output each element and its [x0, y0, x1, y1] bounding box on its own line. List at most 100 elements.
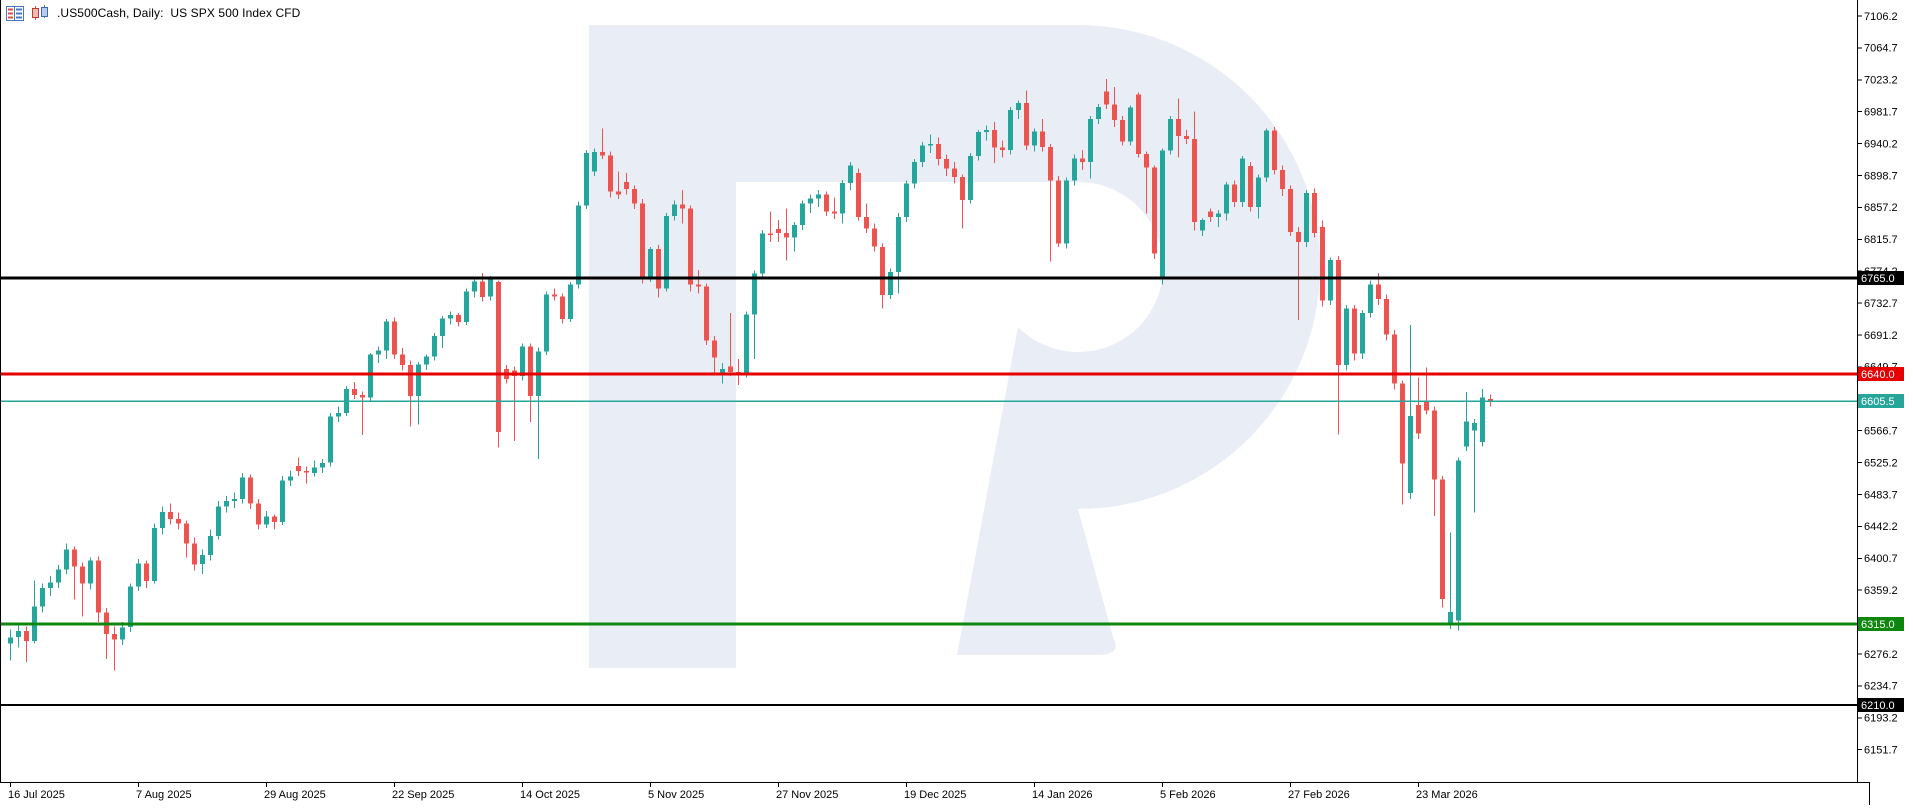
- candle-body: [664, 216, 669, 289]
- time-tick-label: 14 Oct 2025: [520, 789, 580, 801]
- candle-body: [288, 476, 293, 481]
- candle-body: [152, 528, 157, 582]
- candle-body: [600, 152, 605, 156]
- candle-body: [1288, 189, 1293, 233]
- candle-body: [96, 560, 101, 613]
- candle-body: [328, 416, 333, 463]
- price-tick-label: 6483.7: [1864, 489, 1898, 501]
- candle-body: [1208, 211, 1213, 217]
- price-tick-label: 7106.2: [1864, 11, 1898, 23]
- candle-body: [408, 365, 413, 396]
- candle-body: [296, 465, 301, 472]
- candle-body: [1128, 107, 1133, 142]
- candle-body: [1200, 219, 1205, 231]
- candle-body: [192, 543, 197, 565]
- candle-body: [80, 566, 85, 584]
- svg-text:6640.0: 6640.0: [1861, 369, 1895, 381]
- candlestick-chart-icon: [32, 5, 48, 20]
- candle-body: [1432, 410, 1437, 480]
- candle-body: [8, 637, 13, 644]
- candle-body: [672, 204, 677, 216]
- candle-body: [992, 129, 997, 148]
- candle-body: [1464, 421, 1469, 447]
- candle-body: [1256, 177, 1261, 207]
- price-tick-label: 6940.2: [1864, 138, 1898, 150]
- candle-body: [136, 563, 141, 587]
- candle-body: [1032, 131, 1037, 146]
- candle-body: [72, 549, 77, 567]
- candle-body: [808, 198, 813, 204]
- candle-body: [1000, 147, 1005, 150]
- candle-body: [944, 159, 949, 169]
- candle-body: [1280, 169, 1285, 190]
- candle-body: [1016, 103, 1021, 110]
- candle-body: [1384, 299, 1389, 335]
- candle-body: [336, 412, 341, 417]
- candle-body: [1168, 119, 1173, 151]
- candle-body: [1472, 422, 1477, 431]
- watermark-logo-R: [589, 25, 1320, 668]
- price-tick-label: 6234.7: [1864, 681, 1898, 693]
- candle-body: [176, 518, 181, 524]
- price-axis[interactable]: 7106.2 7064.7 7023.2 6981.7 6940.2 6898.7 6857…: [1857, 11, 1898, 757]
- candle-body: [824, 194, 829, 212]
- candle-body: [440, 318, 445, 336]
- candle-body: [1240, 158, 1245, 203]
- candle-body: [456, 315, 461, 323]
- candle-body: [1360, 312, 1365, 354]
- level-lines: [0, 276, 1857, 706]
- candle-body: [1456, 460, 1461, 621]
- candle-body: [400, 354, 405, 366]
- candle-body: [1152, 167, 1157, 254]
- candle-body: [624, 182, 629, 190]
- candle-body: [128, 586, 133, 628]
- candle-body: [1048, 146, 1053, 181]
- candle-body: [1400, 383, 1405, 464]
- candle-body: [952, 168, 957, 177]
- candle-body: [976, 132, 981, 156]
- candle-body: [568, 284, 573, 319]
- time-tick-label: 16 Jul 2025: [8, 789, 65, 801]
- candle-body: [1160, 150, 1165, 279]
- candle-body: [88, 560, 93, 584]
- time-tick-label: 23 Mar 2026: [1416, 789, 1478, 801]
- candle-body: [64, 549, 69, 570]
- candle-body: [520, 346, 525, 376]
- candle-body: [416, 364, 421, 396]
- candle-body: [24, 631, 29, 642]
- candle-body: [320, 462, 325, 468]
- svg-text:6315.0: 6315.0: [1861, 619, 1895, 631]
- price-tick-label: 6359.2: [1864, 585, 1898, 597]
- candle-body: [424, 356, 429, 365]
- candle-body: [936, 143, 941, 160]
- candle-body: [584, 153, 589, 206]
- chart-frame: [0, 0, 1870, 805]
- candle-body: [16, 631, 21, 638]
- time-tick-label: 19 Dec 2025: [904, 789, 966, 801]
- svg-text:6605.5: 6605.5: [1861, 396, 1895, 408]
- candle-body: [552, 294, 557, 297]
- candle-body: [1232, 184, 1237, 203]
- candle-body: [208, 535, 213, 555]
- candle-body: [384, 321, 389, 351]
- time-tick-label: 7 Aug 2025: [136, 789, 192, 801]
- candle-body: [200, 555, 205, 565]
- time-axis[interactable]: 16 Jul 2025 7 Aug 2025 29 Aug 2025 22 Sep 2…: [8, 782, 1478, 801]
- candle-body: [1368, 284, 1373, 313]
- candle-body: [744, 314, 749, 374]
- candle-body: [480, 281, 485, 297]
- candle-body: [656, 249, 661, 289]
- candle-body: [848, 165, 853, 183]
- candle-body: [1272, 130, 1277, 170]
- candle-body: [1424, 400, 1429, 411]
- candle-body: [592, 152, 597, 172]
- time-tick-label: 27 Nov 2025: [776, 789, 838, 801]
- candle-body: [800, 203, 805, 226]
- candle-body: [40, 588, 45, 607]
- price-tick-label: 6276.2: [1864, 649, 1898, 661]
- candle-body: [48, 582, 53, 589]
- price-level-label: 6605.5: [1858, 394, 1904, 408]
- candle-body: [360, 395, 365, 398]
- candle-body: [496, 282, 501, 432]
